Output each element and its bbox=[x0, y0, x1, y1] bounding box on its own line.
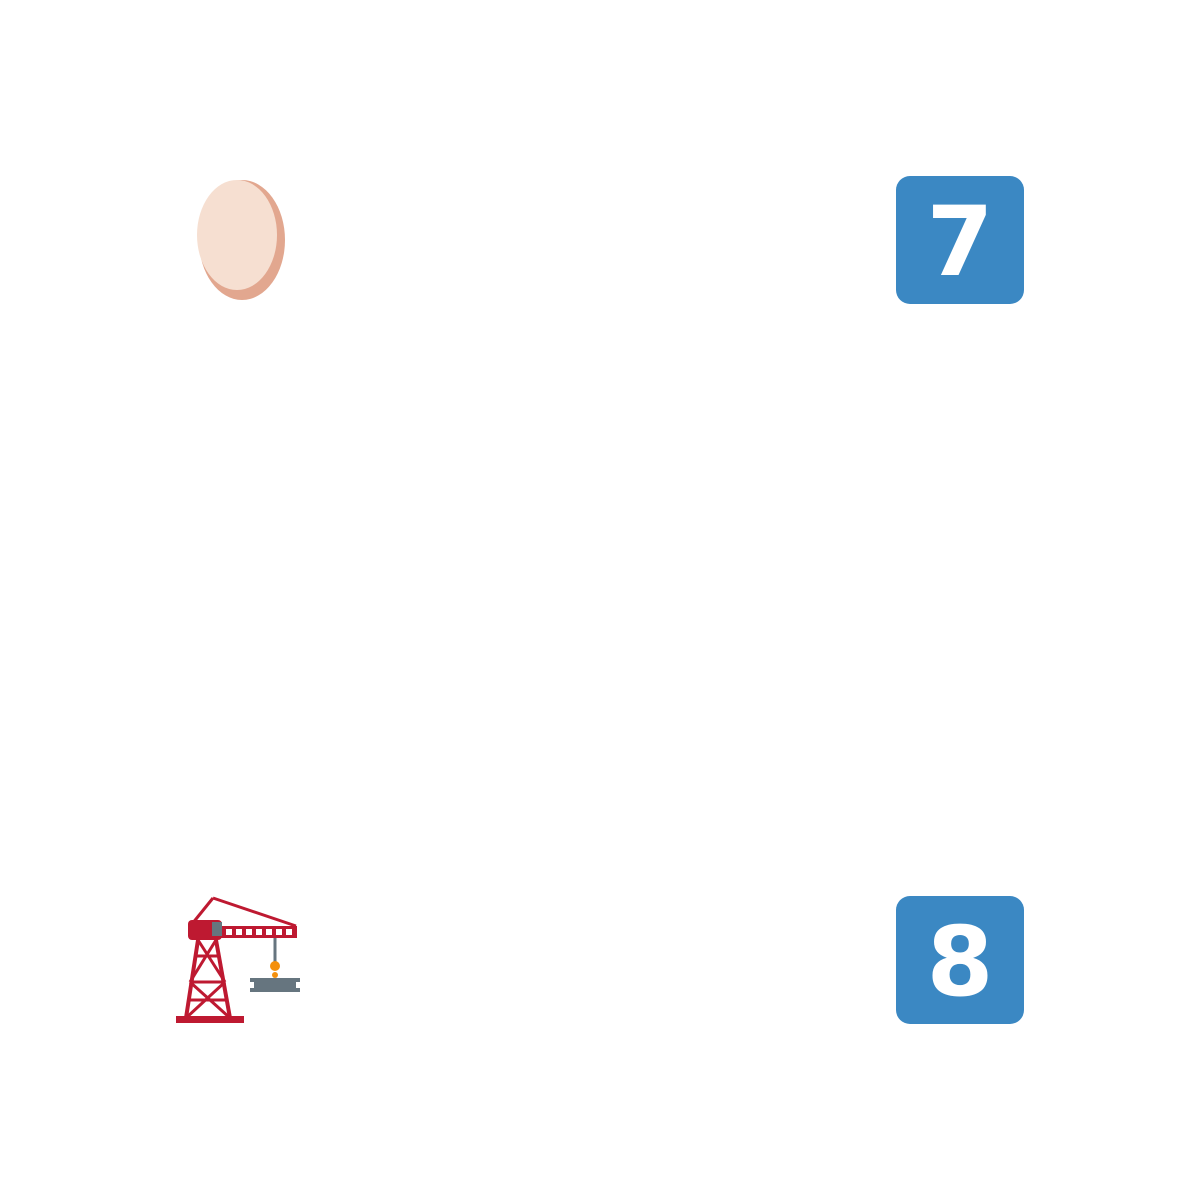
keycap-eight: 8 bbox=[896, 896, 1024, 1024]
keycap-digit-eight-icon: 8 bbox=[896, 896, 1024, 1024]
keycap-digit-seven-icon: 7 bbox=[896, 176, 1024, 304]
egg-icon-graphic bbox=[197, 180, 285, 300]
egg-icon bbox=[176, 176, 304, 304]
crane-icon-graphic bbox=[176, 896, 300, 1023]
keycap-seven: 7 bbox=[896, 176, 1024, 304]
building-construction-crane-icon bbox=[176, 896, 304, 1024]
keycap-seven-label: 7 bbox=[926, 186, 994, 298]
keycap-eight-label: 8 bbox=[926, 906, 994, 1018]
